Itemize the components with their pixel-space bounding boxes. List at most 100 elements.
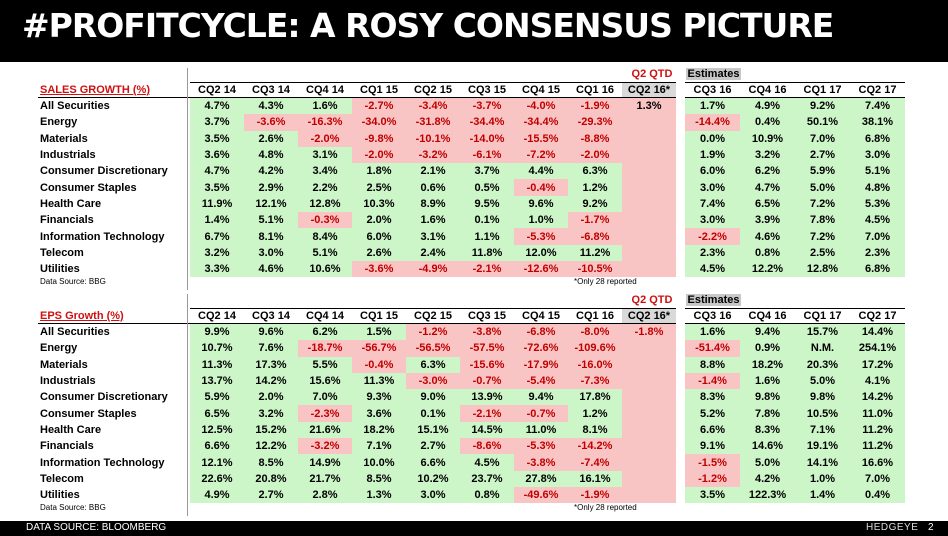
table-cell: 2.5% (795, 244, 850, 261)
table-cell: 12.2% (740, 260, 795, 278)
table-cell: 6.3% (406, 356, 460, 373)
table-cell: 4.8% (850, 179, 905, 196)
table-cell: 7.0% (850, 470, 905, 487)
table-cell: 10.3% (352, 195, 406, 213)
table-cell: 1.0% (795, 470, 850, 487)
table-cell: -3.4% (406, 97, 460, 115)
table-cell: 38.1% (850, 114, 905, 131)
row-label: Financials (40, 440, 94, 453)
table-cell: 4.7% (740, 179, 795, 196)
table-cell: -3.0% (406, 372, 460, 390)
table-cell: 7.1% (352, 438, 406, 455)
section-header-top: Q2 QTD Estimates (38, 294, 905, 308)
column-gap (676, 131, 685, 147)
table-row: Health Care 11.9% 12.1% 12.8% 10.3% 8.9% 9.5% 9… (38, 195, 905, 213)
table-cell: -10.1% (406, 130, 460, 147)
table-cell: -56.7% (352, 340, 406, 357)
table-cell: 9.3% (352, 389, 406, 406)
table-cell: -1.8% (622, 323, 676, 341)
table-cell: 9.2% (568, 195, 622, 213)
table-cell: 1.4% (795, 486, 850, 504)
table-cell: -6.8% (514, 323, 568, 341)
table-cell: -1.5% (685, 454, 740, 471)
table-cell: 4.4% (514, 163, 568, 180)
column-header: CQ2 14 (190, 82, 244, 98)
table-cell: 4.2% (244, 163, 298, 180)
table-cell: 6.0% (685, 163, 740, 180)
table-cell: 1.6% (298, 97, 352, 115)
table-cell: 2.7% (406, 438, 460, 455)
table-cell: 4.8% (244, 146, 298, 164)
table-row: Information Technology 6.7% 8.1% 8.4% 6.0% 3.… (38, 228, 905, 245)
column-gap (676, 389, 685, 405)
table-cell: -2.0% (352, 146, 406, 164)
table-cell: 7.2% (795, 195, 850, 213)
table-cell: 2.4% (406, 244, 460, 261)
table-cell: 3.5% (685, 486, 740, 504)
column-header: CQ2 15 (406, 308, 460, 324)
eps-growth-section: Q2 QTD Estimates EPS Growth (%) CQ2 14 CQ3 1… (38, 294, 905, 517)
data-table: SALES GROWTH (%) CQ2 14 CQ3 14 CQ4 14 CQ1 15… (38, 82, 905, 278)
column-header: CQ1 15 (352, 308, 406, 324)
column-header: CQ3 14 (244, 82, 298, 98)
table-cell: -2.0% (298, 130, 352, 147)
table-cell: 3.6% (352, 405, 406, 422)
column-header: CQ1 17 (795, 82, 850, 98)
table-cell: 0.4% (850, 486, 905, 504)
table-cell (622, 405, 676, 422)
table-cell: -72.6% (514, 340, 568, 357)
table-cell: 7.2% (795, 228, 850, 245)
table-cell: -0.4% (352, 356, 406, 373)
table-cell: 8.1% (244, 228, 298, 245)
table-cell: 4.5% (850, 212, 905, 229)
table-cell: -3.2% (406, 146, 460, 164)
table-cell: 6.8% (850, 260, 905, 278)
table-cell (622, 470, 676, 487)
row-label: Energy (40, 116, 78, 129)
header-row: EPS Growth (%) CQ2 14 CQ3 14 CQ4 14 CQ1 15 CQ… (38, 308, 905, 324)
table-row: Energy 3.7% -3.6% -16.3% -34.0% -31.8% -34.4% -… (38, 114, 905, 131)
table-cell: -0.7% (514, 405, 568, 422)
table-cell: -2.0% (568, 146, 622, 164)
table-cell: 14.5% (460, 421, 514, 439)
table-cell: -0.7% (460, 372, 514, 390)
table-row: All Securities 9.9% 9.6% 6.2% 1.5% -1.2% -3.8%… (38, 323, 905, 341)
column-header: CQ3 15 (460, 308, 514, 324)
table-row: Materials 3.5% 2.6% -2.0% -9.8% -10.1% -14.0% -… (38, 130, 905, 147)
table-cell (622, 146, 676, 164)
table-cell: 17.2% (850, 356, 905, 373)
table-cell: -5.3% (514, 228, 568, 245)
table-cell: 15.6% (298, 372, 352, 390)
table-cell: 11.9% (190, 195, 244, 213)
table-cell (622, 340, 676, 357)
table-cell: 11.2% (850, 421, 905, 439)
table-cell: -14.4% (685, 114, 740, 131)
table-cell: -1.4% (685, 372, 740, 390)
column-header: CQ1 17 (795, 308, 850, 324)
table-cell: 3.6% (190, 146, 244, 164)
column-gap (676, 83, 685, 98)
table-cell: 19.1% (795, 438, 850, 455)
table-cell: -31.8% (406, 114, 460, 131)
header-row: SALES GROWTH (%) CQ2 14 CQ3 14 CQ4 14 CQ1 15… (38, 82, 905, 98)
table-cell: 4.5% (460, 454, 514, 471)
table-cell: 4.9% (190, 486, 244, 504)
table-cell: -1.7% (568, 212, 622, 229)
column-gap (676, 147, 685, 163)
data-source-note: Data Source: BBG (40, 277, 106, 287)
table-cell: 20.8% (244, 470, 298, 487)
table-cell: 5.1% (298, 244, 352, 261)
table-cell: -56.5% (406, 340, 460, 357)
table-cell: 7.4% (685, 195, 740, 213)
table-cell: 22.6% (190, 470, 244, 487)
column-header: CQ2 16* (622, 82, 676, 98)
column-gap (676, 487, 685, 503)
column-header: CQ4 15 (514, 308, 568, 324)
table-cell: -16.3% (298, 114, 352, 131)
table-row: Utilities 3.3% 4.6% 10.6% -3.6% -4.9% -2.1% -12… (38, 260, 905, 278)
table-cell: 9.6% (244, 323, 298, 341)
table-cell: -7.3% (568, 372, 622, 390)
table-cell: 1.4% (190, 212, 244, 229)
column-gap (676, 324, 685, 341)
table-cell: 3.0% (685, 212, 740, 229)
